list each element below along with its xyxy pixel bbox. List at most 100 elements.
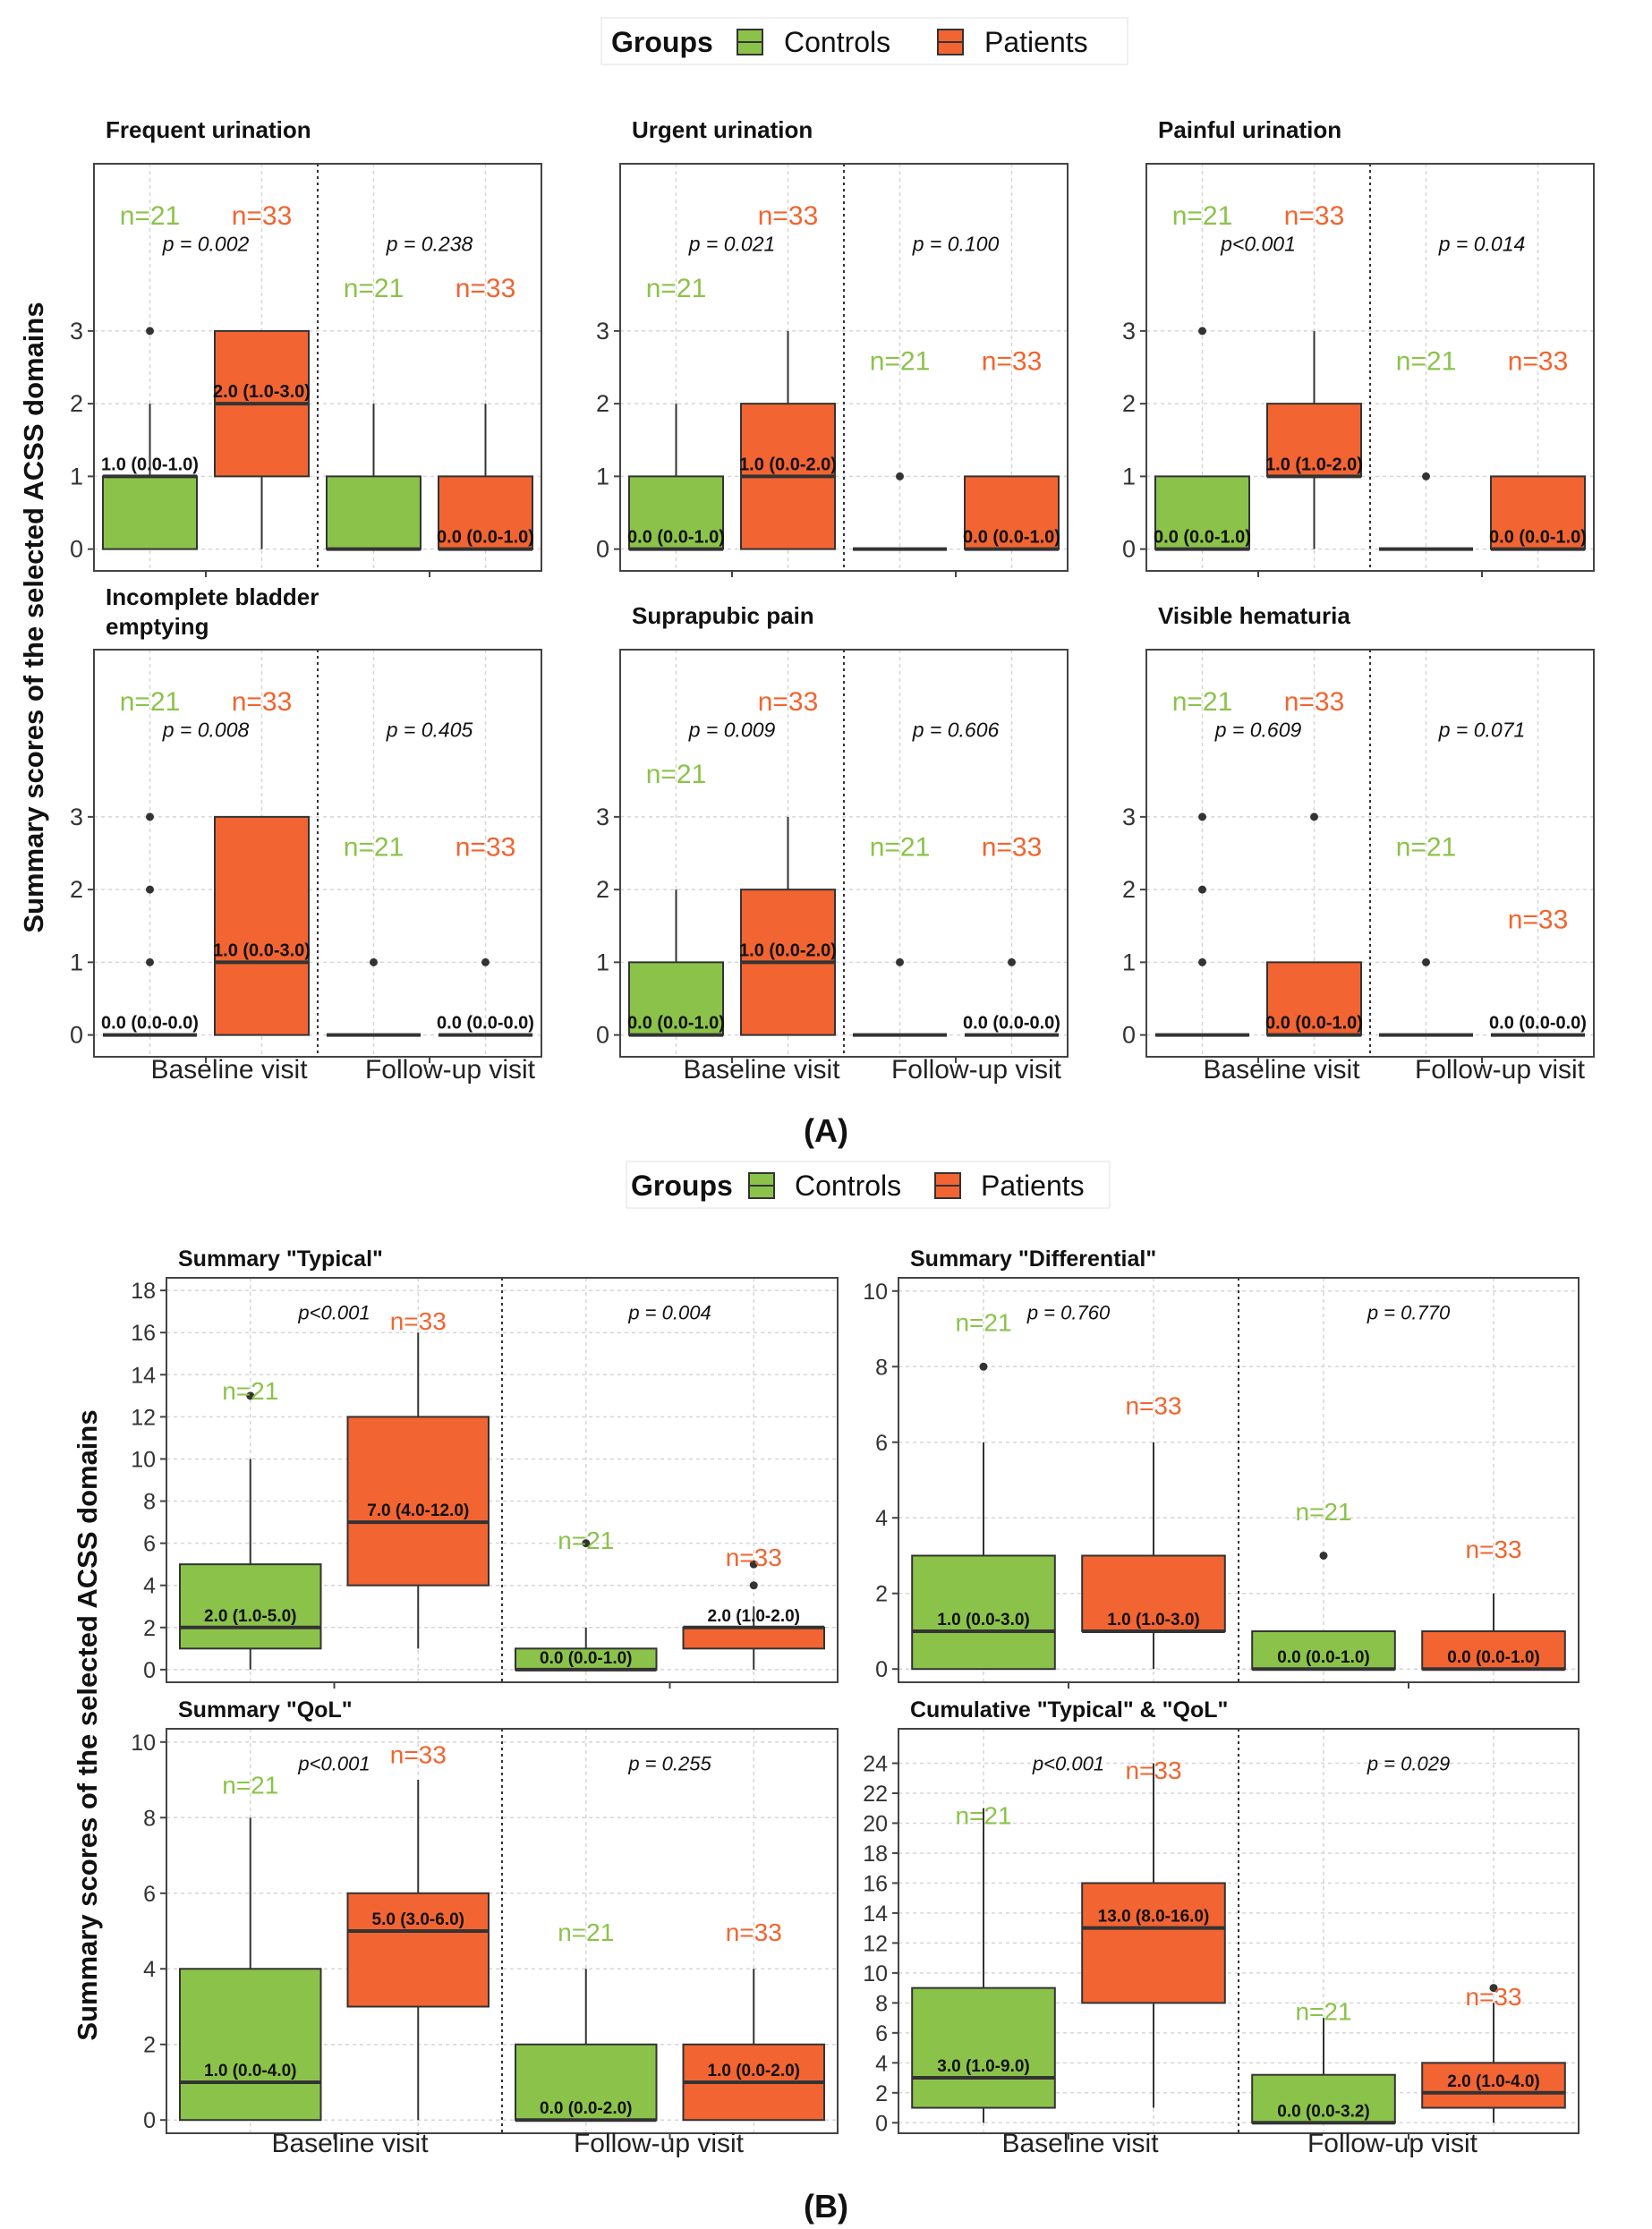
median-label: 0.0 (0.0-0.0): [1489, 1014, 1587, 1034]
box-controls: [102, 475, 198, 550]
y-tick-label: 14: [131, 1363, 156, 1388]
box-patients: [1081, 1554, 1226, 1632]
legend-label-patients: Patients: [984, 26, 1088, 58]
legend-title: Groups: [631, 1170, 733, 1202]
plot-frame: [1145, 649, 1595, 1058]
x-label-followup: Follow-up visit: [1307, 2129, 1478, 2158]
y-tick-label: 24: [863, 1752, 888, 1777]
plot-frame: [93, 649, 542, 1058]
n-label-patients: n=33: [726, 1544, 782, 1571]
n-label-patients: n=33: [232, 201, 293, 231]
y-tick-label: 0: [596, 1022, 609, 1049]
box-patients: [1421, 2062, 1566, 2109]
box-controls: [326, 475, 422, 550]
median-label: 0.0 (0.0-1.0): [1265, 1014, 1363, 1034]
y-tick-label: 2: [143, 2033, 156, 2058]
p-value-label: p<0.001: [1032, 1752, 1104, 1774]
n-label-patients: n=33: [390, 1307, 447, 1335]
y-tick-label: 4: [875, 2051, 888, 2076]
median-label: 0.0 (0.0-1.0): [1154, 528, 1251, 548]
p-value-label: p<0.001: [297, 1752, 370, 1774]
p-value-label: p = 0.008: [162, 718, 250, 741]
median-label: 0.0 (0.0-1.0): [1277, 1648, 1370, 1667]
n-label-patients: n=33: [1465, 1983, 1521, 2011]
y-tick-label: 2: [875, 2081, 888, 2106]
y-tick-label: 3: [70, 318, 83, 345]
box-controls: [179, 1563, 322, 1650]
n-label-controls: n=21: [222, 1771, 278, 1799]
box-patients: [214, 815, 310, 1036]
median-label: 1.0 (0.0-2.0): [708, 2062, 801, 2080]
box-patients: [1490, 475, 1586, 550]
median-label: 1.0 (1.0-2.0): [1265, 455, 1363, 474]
legend-title: Groups: [611, 26, 713, 58]
n-label-controls: n=21: [1295, 1498, 1351, 1526]
outlier-point: [1008, 957, 1016, 966]
median-label: 0.0 (0.0-3.2): [1277, 2102, 1370, 2121]
median-label: 2.0 (1.0-4.0): [1447, 2072, 1540, 2091]
box-patients: [1421, 1629, 1566, 1671]
outlier-point: [1422, 472, 1430, 481]
box-patients: [682, 1626, 825, 1650]
facet-frequent-urination: Frequent urination 0 1 2 3 1.0 (0.0-1.0) n=21 2…: [70, 116, 542, 577]
n-label-controls: n=21: [646, 274, 707, 303]
median-label: 1.0 (0.0-3.0): [937, 1611, 1030, 1629]
outlier-point: [749, 1560, 758, 1569]
y-tick-label: 2: [143, 1616, 156, 1641]
n-label-patients: n=33: [1508, 346, 1569, 376]
plot-frame: [898, 1728, 1580, 2134]
p-value-label: p<0.001: [297, 1301, 370, 1323]
outlier-point: [481, 957, 490, 966]
y-tick-label: 2: [875, 1582, 888, 1607]
p-value-label: p = 0.002: [162, 232, 250, 255]
p-value-label: p = 0.405: [386, 718, 473, 741]
facet-suprapubic-pain: Suprapubic pain 0 1 2 3 0.0 (0.0-1.0) n=21 1.0 …: [596, 602, 1069, 1063]
y-tick-label: 2: [1122, 390, 1136, 417]
n-label-controls: n=21: [870, 832, 931, 862]
y-tick-label: 1: [1122, 463, 1136, 489]
n-label-patients: n=33: [456, 832, 516, 862]
y-tick-label: 3: [596, 318, 609, 345]
legend-a: Groups Controls Patients: [600, 17, 1128, 65]
box-patients: [964, 475, 1060, 550]
y-tick-label: 2: [70, 876, 83, 903]
facet-urgent-urination: Urgent urination 0 1 2 3 0.0 (0.0-1.0) n=21 1.0…: [596, 116, 1069, 577]
n-label-patients: n=33: [456, 274, 516, 303]
y-tick-label: 10: [863, 1961, 888, 1987]
median-label: 3.0 (1.0-9.0): [937, 2057, 1030, 2076]
y-tick-label: 8: [875, 1991, 888, 2016]
y-tick-label: 6: [143, 1532, 156, 1557]
n-label-controls: n=21: [344, 832, 404, 862]
n-label-patients: n=33: [758, 201, 819, 231]
facet-cumulative-typical-qol: Cumulative "Typical" & "QoL"024681012141…: [863, 1697, 1580, 2140]
y-tick-label: 1: [1122, 949, 1136, 975]
n-label-controls: n=21: [558, 1918, 614, 1946]
y-tick-label: 18: [863, 1842, 888, 1867]
median-label: 2.0 (1.0-2.0): [708, 1607, 801, 1626]
x-label-followup: Follow-up visit: [891, 1055, 1062, 1085]
legend-label-controls: Controls: [795, 1170, 901, 1202]
median-label: 0.0 (0.0-1.0): [627, 1014, 725, 1034]
y-tick-label: 8: [143, 1490, 156, 1515]
y-axis-label-b: Summary scores of the selected ACSS doma…: [72, 1409, 103, 2040]
plot-frame: [619, 649, 1069, 1058]
y-tick-label: 4: [875, 1506, 888, 1531]
x-label-baseline: Baseline visit: [271, 2129, 429, 2158]
legend-label-controls: Controls: [784, 26, 890, 58]
box-controls: [179, 1968, 322, 2122]
box-patients: [346, 1892, 490, 2008]
median-label: 0.0 (0.0-1.0): [963, 528, 1060, 548]
facet-title: Summary "QoL": [178, 1697, 353, 1723]
n-label-patients: n=33: [1508, 906, 1569, 935]
median-label: 7.0 (4.0-12.0): [367, 1502, 469, 1520]
y-tick-label: 0: [875, 2111, 888, 2136]
n-label-controls: n=21: [1396, 346, 1457, 376]
outlier-point: [146, 327, 154, 336]
box-patients: [346, 1416, 490, 1587]
outlier-point: [370, 957, 378, 966]
n-label-controls: n=21: [1396, 832, 1457, 862]
outlier-point: [896, 472, 904, 481]
median-label: 1.0 (1.0-3.0): [1107, 1611, 1200, 1629]
facet-title: Cumulative "Typical" & "QoL": [910, 1697, 1228, 1723]
facet-summary-typical: Summary "Typical" 0 2 4 6 8 10 12 14 16 18 2.0 (1.0…: [131, 1246, 839, 1689]
